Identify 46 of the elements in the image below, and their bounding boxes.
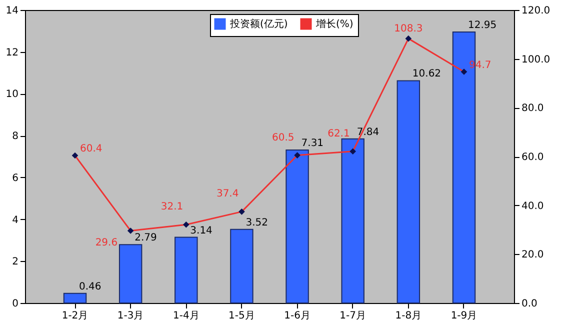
y-tick-label: 10 <box>6 89 18 100</box>
y-tick-label: 2 <box>12 256 18 268</box>
data-label: 7.31 <box>301 138 324 150</box>
x-tick-label: 1-5月 <box>228 310 255 322</box>
y2-tick-label: 0.0 <box>522 298 538 310</box>
bar <box>63 292 87 304</box>
x-tick-label: 1-6月 <box>284 310 310 322</box>
y2-tick-label: 40.0 <box>522 200 544 212</box>
data-label: 12.95 <box>468 20 497 31</box>
y2-tick-label: 80.0 <box>522 103 544 114</box>
bar <box>118 244 142 304</box>
x-tick-label: 1-4月 <box>172 310 200 322</box>
data-label: 32.1 <box>160 202 184 213</box>
y2-tick-label: 20.0 <box>522 250 544 261</box>
data-label: 10.62 <box>412 68 442 80</box>
data-label: 2.79 <box>134 232 157 244</box>
y2-tick-label: 120.0 <box>522 6 550 16</box>
data-label: 29.6 <box>95 238 118 249</box>
x-tick-label: 1-2月 <box>62 310 88 322</box>
y-tick-label: 8 <box>12 131 18 142</box>
x-tick-label: 1-7月 <box>340 310 366 322</box>
data-label: 3.52 <box>246 217 268 228</box>
data-label: 3.14 <box>190 225 212 236</box>
data-label: 62.1 <box>328 128 350 140</box>
legend-label: 增长(%) <box>315 18 354 30</box>
data-label: 0.46 <box>79 281 102 292</box>
y-tick-label: 4 <box>12 214 18 226</box>
data-label: 37.4 <box>216 188 239 200</box>
bar <box>396 80 420 304</box>
legend-label: 投资额(亿元) <box>229 18 288 30</box>
y2-tick-label: 100.0 <box>522 54 550 66</box>
data-label: 60.4 <box>80 144 102 155</box>
bar <box>286 150 309 304</box>
bar <box>230 228 254 304</box>
data-label: 108.3 <box>394 24 423 35</box>
y-tick-label: 0 <box>12 298 18 310</box>
x-tick-label: 1-3月 <box>117 310 144 322</box>
y-tick-label: 6 <box>12 172 18 184</box>
bar <box>174 236 198 304</box>
y-tick-label: 14 <box>6 6 18 16</box>
x-tick-label: 1-8月 <box>395 310 422 322</box>
data-label: 60.5 <box>272 132 294 144</box>
y2-tick-label: 60.0 <box>522 152 544 163</box>
bar <box>341 138 364 304</box>
x-tick-label: 1-9月 <box>450 310 478 322</box>
y-tick-label: 12 <box>6 47 18 58</box>
